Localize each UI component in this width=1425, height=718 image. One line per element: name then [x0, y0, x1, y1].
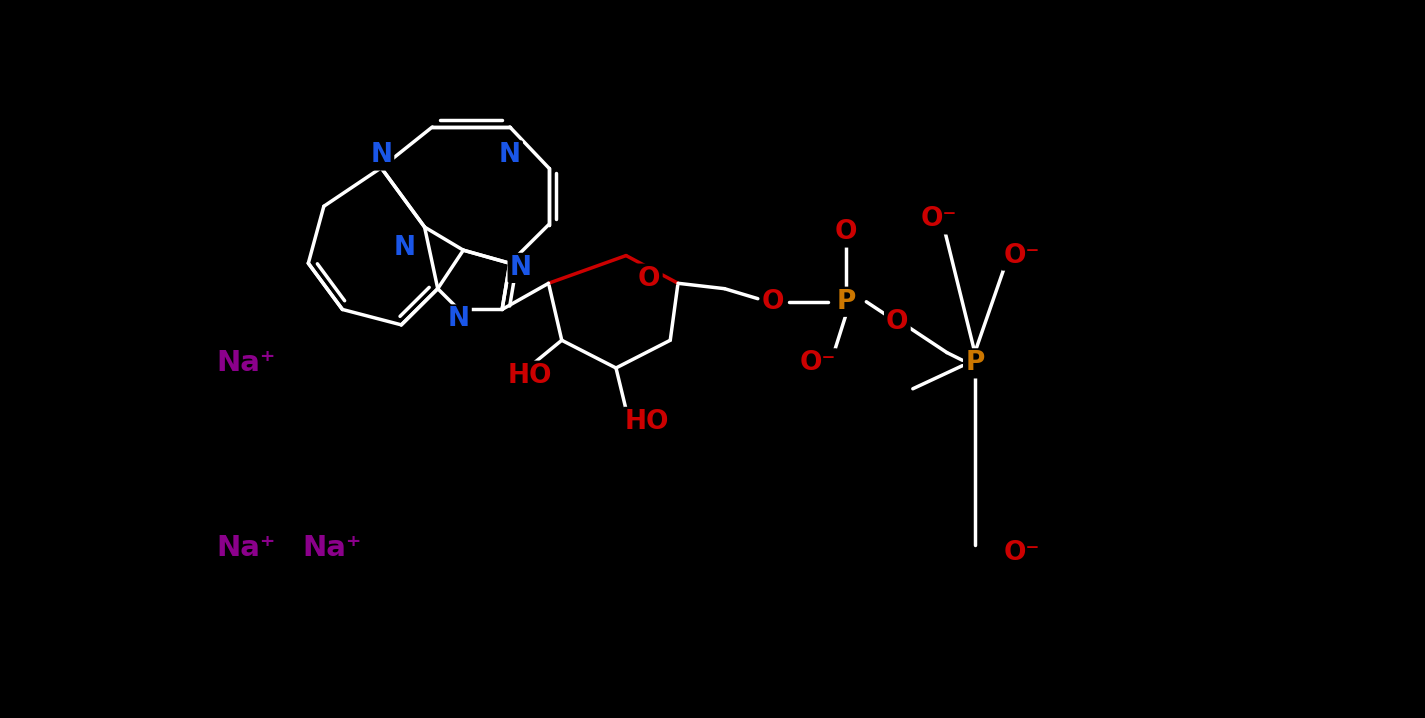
Text: P: P [965, 350, 985, 376]
Text: Na⁺: Na⁺ [302, 534, 362, 562]
Text: P: P [836, 289, 856, 314]
Text: N: N [447, 307, 470, 332]
Text: N: N [499, 142, 520, 169]
Text: O: O [886, 309, 909, 335]
Text: N: N [370, 142, 392, 169]
Text: Na⁺: Na⁺ [217, 350, 276, 378]
Text: O⁻: O⁻ [921, 206, 958, 233]
Text: Na⁺: Na⁺ [217, 534, 276, 562]
Text: O: O [762, 289, 785, 314]
Text: O: O [835, 220, 858, 246]
Text: N: N [393, 235, 416, 261]
Text: O⁻: O⁻ [799, 350, 835, 376]
Text: HO: HO [507, 363, 551, 388]
Text: O⁻: O⁻ [1003, 243, 1039, 269]
Text: HO: HO [624, 409, 670, 435]
Text: O⁻: O⁻ [1003, 540, 1039, 566]
Text: O: O [638, 266, 661, 292]
Text: N: N [510, 255, 532, 281]
